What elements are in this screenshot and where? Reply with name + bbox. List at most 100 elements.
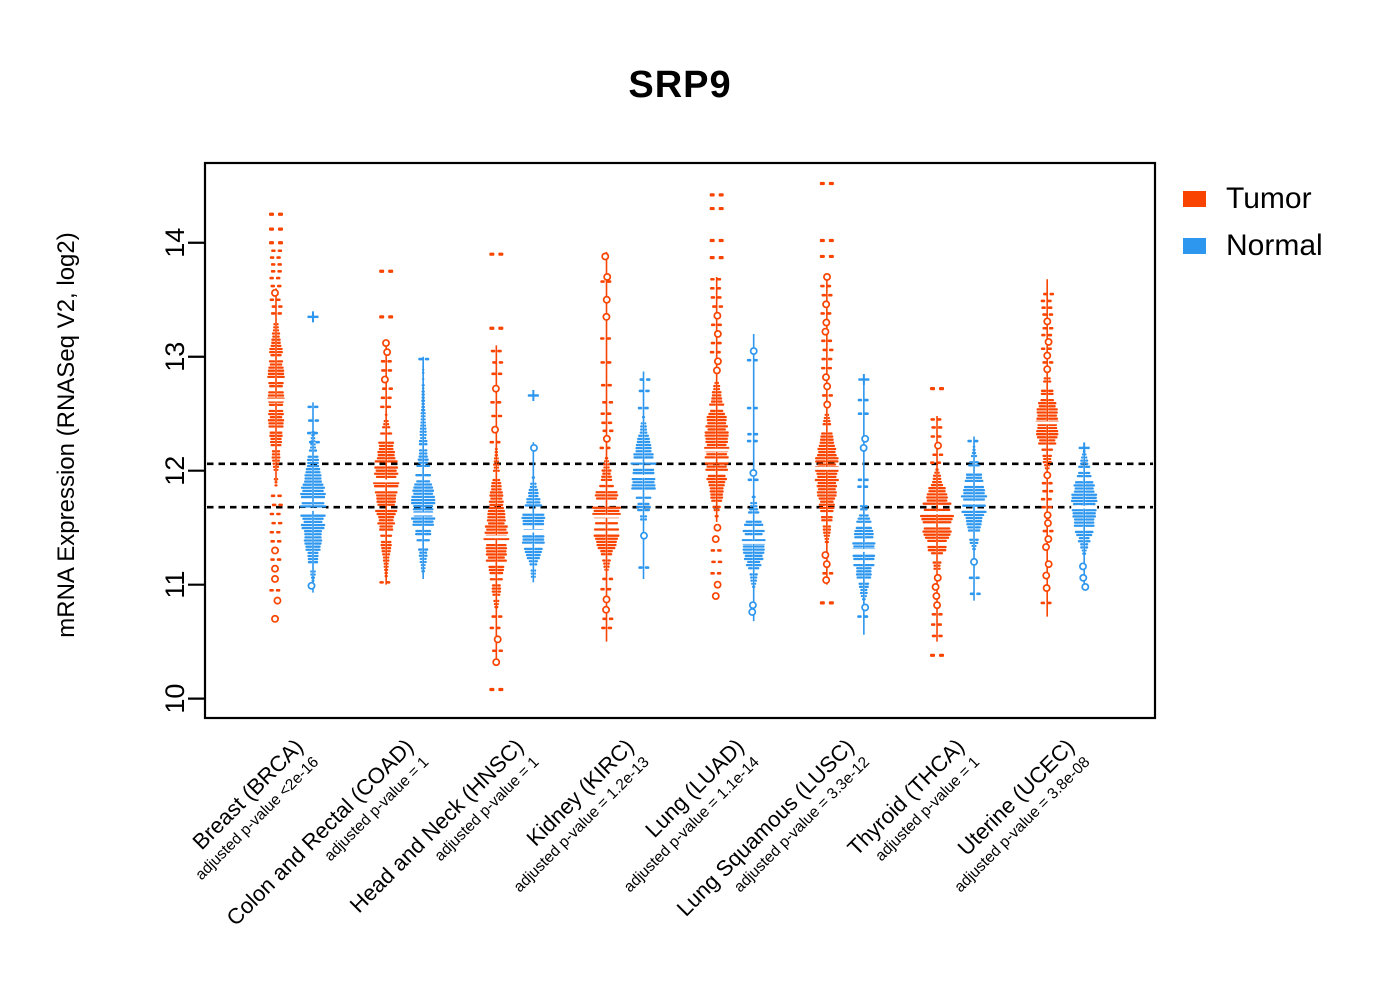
tumor-violin-lusc-dash [827, 438, 834, 441]
tumor-violin-lusc-dash [815, 460, 827, 463]
tumor-violin-ucec-point [1042, 543, 1050, 552]
normal-violin-coad-point [424, 357, 430, 361]
tumor-violin-lusc-dash [827, 531, 831, 534]
normal-violin-thca-dash [960, 495, 974, 498]
tumor-violin-brca-point [269, 256, 275, 259]
normal-violin-kirc-dash [644, 446, 652, 450]
normal-violin-lusc-point [857, 398, 863, 402]
tumor-violin-kirc-point [602, 605, 611, 614]
tumor-violin-luad-point [710, 571, 715, 575]
y-tick-label: 11 [160, 571, 190, 599]
normal-violin-coad-dash [423, 436, 427, 440]
tumor-violin-luad-dash [705, 425, 716, 428]
tumor-violin-ucec-dash [1047, 377, 1051, 380]
normal-violin-hnsc-dash [522, 513, 533, 516]
normal-violin-hnsc-dash [534, 485, 537, 488]
tumor-violin-coad-point [380, 359, 386, 363]
tumor-violin-brca-dash [276, 459, 280, 462]
tumor-violin-hnsc-dash [486, 528, 496, 531]
tumor-violin-ucec-dash [1037, 402, 1047, 405]
normal-violin-coad-dash [423, 461, 429, 464]
tumor-violin-coad-point [379, 581, 384, 584]
tumor-violin-luad-dash [717, 440, 729, 444]
tumor-violin-kirc-dash [594, 522, 606, 525]
normal-violin-luad-dash [747, 560, 753, 564]
tumor-violin-ucec-dash [1047, 392, 1054, 396]
tumor-violin-lusc-point [828, 394, 833, 397]
tumor-violin-kirc-point [607, 421, 613, 425]
tumor-violin-hnsc-dash [497, 547, 508, 550]
normal-violin-luad-dash [754, 579, 758, 582]
tumor-violin-brca-dash [269, 416, 276, 419]
tumor-violin-brca-point [269, 530, 275, 534]
tumor-violin-kirc-point [600, 280, 605, 283]
normal-violin-hnsc-dash [521, 541, 533, 544]
tumor-violin-lusc-dash [827, 481, 837, 485]
tumor-violin-ucec-dash [1047, 398, 1054, 402]
tumor-violin-luad-dash [717, 446, 730, 450]
tumor-violin-luad-outlier [709, 206, 715, 211]
tumor-violin-lusc-dash [827, 416, 830, 420]
normal-violin-luad-dash [754, 520, 762, 523]
tumor-violin-brca-point [269, 298, 275, 302]
normal-violin-brca-dash [301, 502, 313, 505]
normal-violin-brca-point [307, 431, 312, 435]
tumor-violin-hnsc-dash [497, 513, 506, 516]
tumor-violin-hnsc-dash [483, 537, 496, 541]
tumor-violin-luad-dash [717, 443, 727, 447]
normal-violin-coad-dash [415, 474, 423, 477]
tumor-violin-coad-dash [377, 503, 386, 506]
tumor-violin-luad-dash [713, 508, 716, 512]
normal-violin-ucec-dash [1073, 524, 1084, 527]
normal-violin-ucec-median-gap [1071, 505, 1098, 509]
tumor-violin-hnsc-dash [485, 559, 496, 562]
tumor-violin-ucec-point [1041, 481, 1047, 485]
normal-violin-lusc-point [859, 443, 868, 452]
normal-violin-luad-point [748, 608, 757, 616]
tumor-violin-kirc-dash [594, 494, 606, 497]
tumor-violin-luad-dash [707, 428, 716, 431]
normal-violin-brca-dash [305, 471, 313, 474]
tumor-violin-hnsc-dash [493, 602, 496, 606]
normal-violin-hnsc-dash [530, 569, 533, 572]
tumor-violin-thca-point [931, 582, 940, 591]
tumor-violin-coad-dash [373, 472, 386, 475]
tumor-violin-coad-dash [383, 562, 386, 565]
normal-violin-kirc-dash [640, 518, 643, 521]
tumor-violin-ucec-dash [1036, 417, 1047, 420]
tumor-violin-coad-dash [384, 574, 388, 578]
normal-violin-kirc-dash [637, 502, 643, 506]
tumor-violin-brca-point [277, 284, 282, 288]
normal-violin-coad-dash [423, 439, 428, 443]
normal-violin-lusc-dash [864, 591, 868, 595]
normal-violin-coad-dash [419, 551, 423, 554]
tumor-violin-brca-dash [276, 363, 283, 366]
tumor-violin-hnsc-point [491, 414, 496, 418]
normal-violin-brca-dash [313, 539, 323, 542]
tumor-violin-luad-dash [717, 477, 728, 481]
normal-violin-brca-dash [310, 443, 313, 446]
normal-violin-kirc-point [637, 406, 643, 410]
tumor-violin-luad-point [716, 350, 721, 354]
normal-violin-ucec-dash [1078, 536, 1084, 540]
tumor-violin-thca-dash [937, 561, 942, 564]
tumor-violin-hnsc-dash [497, 509, 505, 513]
tumor-violin-thca-point [936, 461, 942, 465]
normal-violin-brca-dash [301, 526, 313, 530]
normal-violin-hnsc-dash [530, 482, 533, 485]
normal-violin-kirc-dash [638, 434, 643, 437]
normal-violin-ucec-dash [1078, 471, 1084, 475]
normal-violin-coad-dash [421, 396, 425, 399]
normal-violin-brca-point [308, 419, 313, 422]
normal-violin-ucec-dash [1084, 493, 1098, 496]
normal-violin-luad-dash [754, 573, 758, 576]
tumor-violin-hnsc-dash [487, 509, 496, 513]
tumor-violin-ucec-dash [1047, 405, 1056, 408]
normal-violin-hnsc-dash [526, 501, 533, 504]
tumor-violin-brca-dash [272, 462, 276, 465]
tumor-violin-luad-outlier [709, 193, 715, 197]
tumor-violin-hnsc-dash [497, 559, 507, 562]
tumor-violin-lusc-dash [817, 463, 827, 466]
tumor-violin-coad-dash [386, 562, 389, 565]
tumor-violin-kirc-dash [607, 543, 617, 547]
